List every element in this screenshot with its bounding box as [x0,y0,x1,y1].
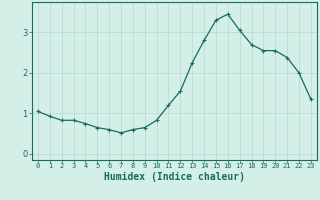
X-axis label: Humidex (Indice chaleur): Humidex (Indice chaleur) [104,172,245,182]
